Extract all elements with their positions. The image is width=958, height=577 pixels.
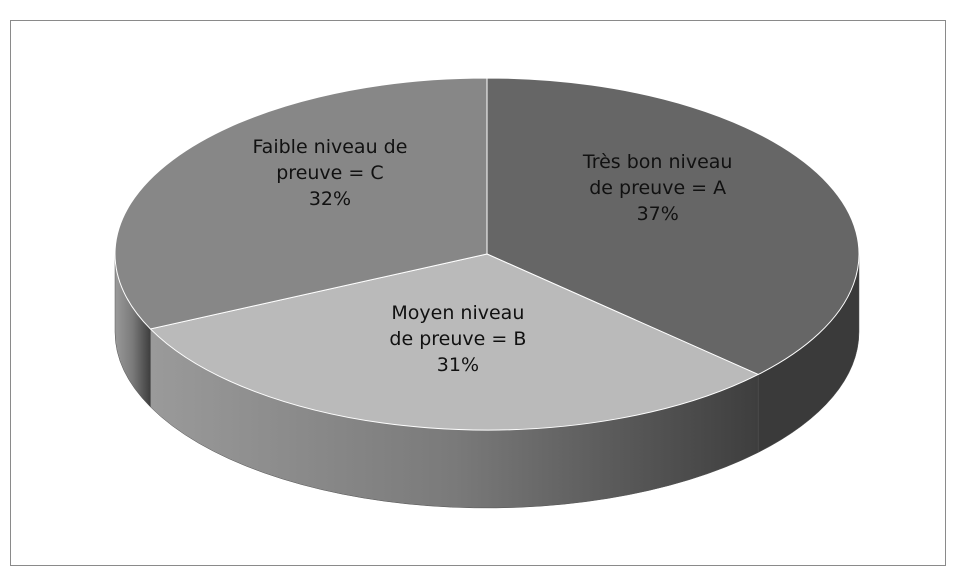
slice-label: Moyen niveau de preuve = B 31% xyxy=(358,300,558,378)
category-label: Très bon niveau de preuve = A xyxy=(582,150,733,199)
pie-slice xyxy=(114,77,488,330)
slice-label: Faible niveau de preuve = C 32% xyxy=(230,134,430,212)
value-label: 31% xyxy=(436,353,479,376)
category-label: Faible niveau de preuve = C xyxy=(252,135,408,184)
slice-label: Très bon niveau de preuve = A 37% xyxy=(558,149,758,227)
value-label: 37% xyxy=(636,202,679,225)
pie-slice xyxy=(486,77,860,376)
pie-slice xyxy=(149,253,760,431)
value-label: 32% xyxy=(308,187,352,210)
category-label: Moyen niveau de preuve = B xyxy=(389,301,527,350)
chart-frame xyxy=(10,20,946,566)
